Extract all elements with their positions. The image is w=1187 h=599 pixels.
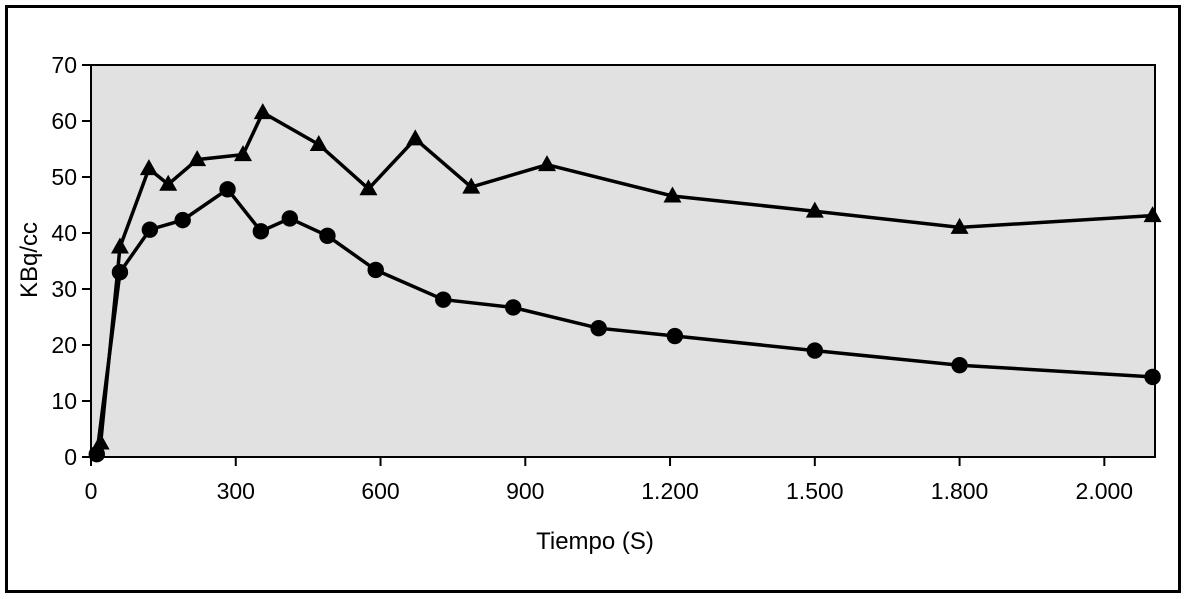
- triangle-marker: [188, 150, 207, 167]
- triangle-marker: [159, 174, 178, 191]
- y-tick-label: 70: [51, 52, 77, 78]
- circle-marker: [111, 264, 129, 281]
- circle-marker: [252, 223, 270, 240]
- circle-marker: [951, 356, 968, 374]
- triangle-marker: [805, 201, 824, 218]
- triangle-marker: [359, 179, 378, 196]
- triangle-marker: [110, 237, 129, 254]
- triangle-series-line: [98, 110, 1153, 444]
- y-tick-label: 40: [51, 220, 77, 246]
- x-tick-label: 2.000: [1076, 478, 1134, 504]
- triangle-marker: [309, 135, 328, 152]
- circle-marker: [88, 446, 105, 463]
- circle-marker: [666, 327, 684, 345]
- x-tick-label: 900: [506, 478, 544, 504]
- y-tick-label: 60: [51, 108, 77, 134]
- circle-marker: [806, 342, 824, 359]
- circle-marker: [505, 299, 522, 316]
- triangle-marker: [462, 177, 481, 194]
- y-tick-label: 20: [51, 332, 77, 358]
- circle-marker: [1144, 368, 1161, 386]
- circle-marker: [319, 227, 336, 244]
- x-tick-label: 1.200: [641, 478, 699, 504]
- y-tick-label: 10: [51, 388, 77, 414]
- circle-marker: [219, 181, 236, 198]
- circle-marker: [435, 291, 452, 308]
- circle-marker: [141, 221, 159, 238]
- triangle-marker: [538, 155, 556, 172]
- triangle-marker: [234, 145, 252, 162]
- x-axis-title: Tiempo (S): [536, 528, 654, 555]
- triangle-marker: [1143, 206, 1162, 223]
- x-tick-label: 300: [217, 478, 255, 504]
- y-axis-title: KBq/cc: [16, 221, 43, 299]
- circle-marker: [590, 320, 607, 337]
- plot-area: [90, 64, 1156, 458]
- circle-series-line: [95, 186, 1153, 455]
- y-tick-label: 50: [51, 164, 77, 190]
- circle-marker: [174, 211, 191, 229]
- x-tick-label: 600: [361, 478, 399, 504]
- triangle-marker: [663, 186, 682, 203]
- triangle-marker: [950, 217, 969, 234]
- triangle-marker: [253, 103, 272, 120]
- x-tick-label: 0: [85, 478, 98, 504]
- x-tick-label: 1.500: [786, 478, 844, 504]
- triangle-marker: [406, 129, 425, 146]
- triangle-marker: [139, 159, 158, 176]
- y-tick-label: 0: [64, 444, 77, 470]
- circle-marker: [281, 210, 299, 227]
- circle-marker: [367, 261, 384, 279]
- y-tick-label: 30: [51, 276, 77, 302]
- x-tick-label: 1.800: [931, 478, 989, 504]
